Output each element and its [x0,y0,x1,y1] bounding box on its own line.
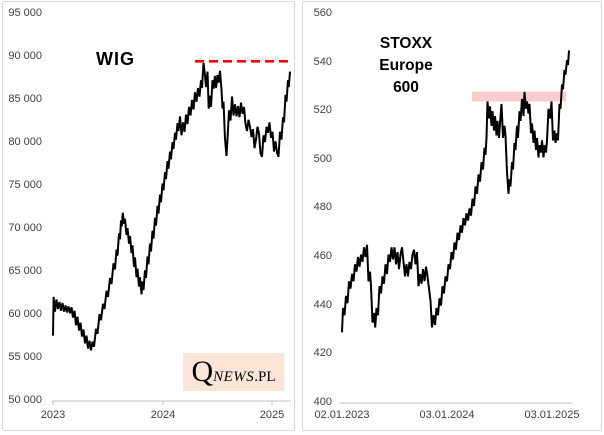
stoxx-y-tick-label: 500 [313,152,332,165]
qnews-logo-news: NEWS [213,369,255,385]
wig-y-tick-label: 75 000 [8,179,42,191]
wig-y-tick-label: 95 000 [8,7,42,19]
stoxx-y-tick-label: 460 [313,250,332,262]
wig-y-tick-label: 50 000 [8,394,42,406]
stoxx-x-tick-label: 03.01.2025 [524,409,580,421]
wig-chart-title: WIG [96,49,135,69]
wig-y-tick-label: 55 000 [8,351,42,363]
wig-x-tick-label: 2024 [150,409,176,421]
stoxx-y-tick-label: 540 [313,55,332,68]
qnews-logo: Q NEWS .PL [183,353,284,391]
wig-y-tick-label: 60 000 [8,308,42,320]
stoxx-x-tick-label: 03.01.2024 [419,409,475,421]
stoxx-resistance-band [472,91,566,102]
stoxx-y-tick-label: 520 [313,104,332,117]
wig-y-tick-label: 90 000 [8,50,42,62]
stoxx-y-tick-label: 560 [313,7,332,19]
stoxx-y-tick-label: 420 [313,347,332,360]
wig-x-tick-label: 2025 [259,409,285,421]
qnews-logo-pl: .PL [254,369,276,385]
stoxx-chart-title: STOXX Europe 600 [379,35,433,96]
stoxx-y-tick-label: 440 [313,298,332,311]
stoxx-y-tick-label: 400 [313,395,332,408]
wig-y-tick-label: 85 000 [8,93,42,105]
wig-y-tick-label: 70 000 [8,222,42,234]
wig-series-line [52,62,291,351]
wig-y-tick-label: 65 000 [8,265,42,277]
wig-y-tick-label: 80 000 [8,136,42,148]
stoxx-x-tick-label: 02.01.2023 [314,409,370,421]
stoxx-series-line [341,50,570,333]
qnews-logo-q: Q [191,355,214,388]
stoxx-chart-panel [302,1,602,431]
stoxx-y-tick-label: 480 [313,201,332,214]
wig-x-tick-label: 2023 [40,409,66,421]
